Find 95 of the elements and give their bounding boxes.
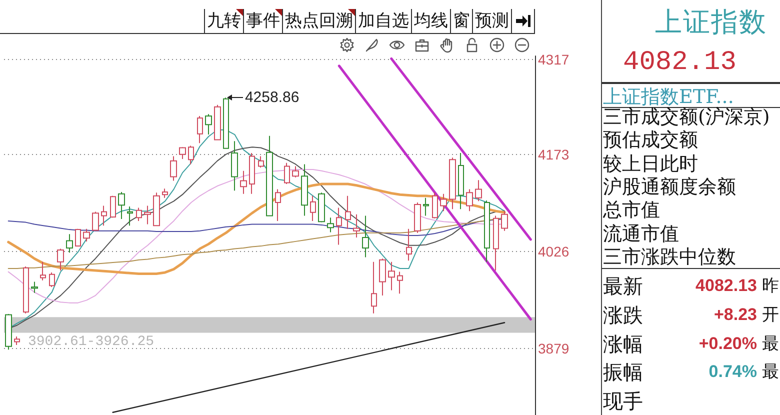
candlestick <box>284 162 290 185</box>
text: 三市涨跌中位数 <box>603 246 736 269</box>
text: 总市值 <box>603 199 660 222</box>
text: 三市成交额(沪深京) <box>603 106 770 129</box>
text: 加自选 <box>355 9 411 33</box>
candlestick <box>240 170 247 194</box>
text: 较上日此时 <box>603 152 698 176</box>
text: 涨幅 <box>603 332 643 356</box>
y-tick-label: 4317 <box>538 51 570 68</box>
text: 预测 <box>472 9 511 33</box>
text: +0.20% <box>698 332 757 355</box>
candlestick <box>75 228 81 247</box>
candlestick <box>449 157 456 210</box>
text: 涨跌 <box>603 302 643 327</box>
candlestick <box>205 114 212 136</box>
text: 最新 <box>603 274 643 298</box>
candlestick <box>475 180 482 202</box>
text: 现手 <box>603 389 643 414</box>
text: 热点回溯 <box>282 9 355 33</box>
line-series <box>7 182 506 276</box>
candlestick <box>397 271 403 294</box>
candlestick <box>101 205 107 226</box>
candlestick <box>406 228 412 262</box>
candlestick <box>493 215 499 271</box>
y-tick-label: 4026 <box>538 243 570 260</box>
y-tick-label: 4173 <box>538 146 570 162</box>
candlestick <box>223 97 229 149</box>
text: 事件 <box>243 9 282 33</box>
candlestick <box>110 195 116 218</box>
candlestick <box>249 152 255 194</box>
candlestick <box>258 156 264 168</box>
text: 4082.13 <box>623 47 736 80</box>
text: +8.23 <box>714 304 757 326</box>
candlestick <box>23 266 29 314</box>
text: 预估成交额 <box>603 129 698 152</box>
candlestick <box>136 207 142 222</box>
candlestick <box>310 195 316 222</box>
candlestick <box>118 191 125 220</box>
text: 均线 <box>411 9 450 33</box>
candlestick <box>40 261 46 281</box>
band-label: 3902.61-3926.25 <box>28 334 154 350</box>
candlestick <box>432 192 438 219</box>
candlestick <box>484 200 490 262</box>
candlestick <box>66 234 73 254</box>
candlestick <box>83 228 90 242</box>
candlestick <box>49 272 55 288</box>
candlestick <box>231 140 238 192</box>
candlestick <box>197 116 203 144</box>
candlestick <box>440 193 447 212</box>
candlestick <box>423 197 429 216</box>
candlestick <box>162 188 168 198</box>
candlestick <box>31 281 38 294</box>
candlestick <box>292 166 299 178</box>
candlestick <box>379 258 386 296</box>
candlestick <box>336 207 342 246</box>
text: 流通市值 <box>603 222 679 246</box>
candlestick <box>318 192 325 223</box>
candlestick <box>5 314 12 350</box>
candlestick <box>275 188 281 222</box>
candlestick <box>345 195 351 230</box>
candlestick <box>153 192 160 226</box>
candlestick <box>466 188 473 212</box>
candlestick <box>501 210 508 232</box>
candlestick <box>214 104 221 140</box>
candlestick <box>170 156 177 182</box>
y-tick-label: 3879 <box>538 340 570 356</box>
candlestick <box>57 248 64 271</box>
candlestick <box>92 211 99 232</box>
text: 最 <box>762 332 779 356</box>
candlestick <box>179 146 186 160</box>
text: 上证指数 <box>655 6 767 40</box>
candlestick <box>14 336 20 346</box>
candlestick <box>144 205 151 225</box>
text: 最 <box>762 361 779 384</box>
candlestick <box>266 135 273 216</box>
text: 上证指数ETF... <box>603 86 734 108</box>
text: 昨 <box>762 275 779 298</box>
candlestick <box>414 202 421 234</box>
candlestick <box>362 215 369 258</box>
annotation: 4258.86 <box>244 88 300 107</box>
text: 窗 <box>450 9 472 33</box>
candlestick <box>188 145 194 165</box>
text: 振幅 <box>603 360 643 384</box>
text: 开 <box>762 304 779 327</box>
candlestick <box>458 152 464 210</box>
candlestick <box>127 206 133 226</box>
candlestick <box>353 214 360 238</box>
text: 九转 <box>204 9 243 33</box>
text: 4082.13 <box>696 275 757 297</box>
candlestick <box>327 217 334 233</box>
text: 沪股通额度余额 <box>603 176 736 199</box>
candlestick <box>388 261 395 291</box>
candlestick <box>371 261 377 314</box>
text: 0.74% <box>708 361 757 384</box>
candlestick <box>301 164 308 216</box>
